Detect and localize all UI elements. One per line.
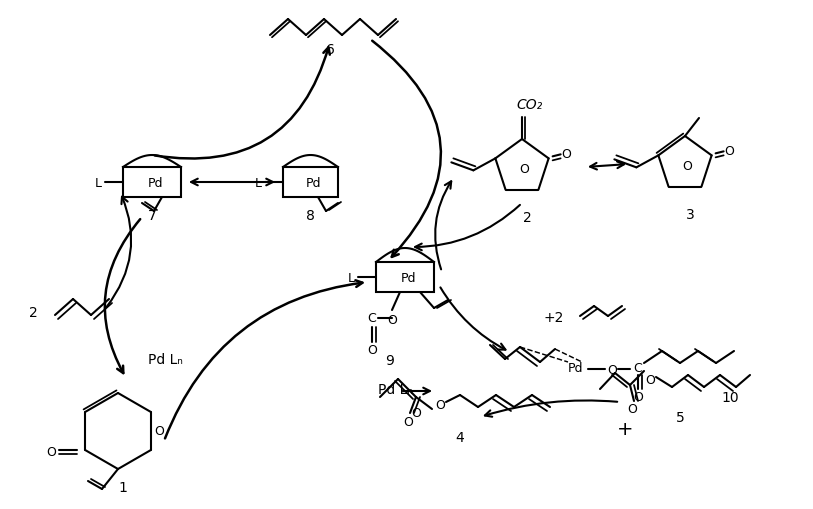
Text: 6: 6	[325, 43, 334, 57]
Text: 4: 4	[455, 430, 464, 444]
Text: 9: 9	[385, 353, 394, 367]
Text: 10: 10	[721, 390, 739, 404]
Bar	[283, 167, 338, 197]
Text: O: O	[154, 425, 164, 438]
Text: Pd: Pd	[305, 176, 321, 189]
Text: 1: 1	[119, 480, 128, 494]
Bar	[123, 167, 181, 197]
Text: 5: 5	[676, 410, 685, 424]
Bar	[376, 263, 434, 293]
Text: O: O	[682, 159, 692, 173]
Text: Pd Lₙ: Pd Lₙ	[148, 352, 182, 366]
Text: L: L	[94, 176, 102, 189]
Text: O: O	[403, 416, 413, 429]
Text: L: L	[347, 271, 354, 284]
Text: O: O	[411, 407, 421, 420]
Text: O: O	[633, 391, 643, 404]
Text: O: O	[435, 399, 445, 412]
Text: O: O	[607, 363, 617, 376]
Text: C: C	[367, 312, 376, 325]
Text: Pd Lₙ: Pd Lₙ	[377, 382, 412, 396]
Text: 2: 2	[28, 305, 37, 319]
Text: 8: 8	[306, 209, 315, 222]
Text: O: O	[46, 445, 56, 459]
Text: CO₂: CO₂	[517, 98, 543, 112]
Text: 3: 3	[685, 208, 694, 221]
Text: 2: 2	[523, 211, 532, 224]
Text: 7: 7	[148, 209, 156, 222]
Text: O: O	[519, 162, 529, 176]
Text: +2: +2	[544, 310, 564, 324]
Text: O: O	[367, 344, 377, 357]
Text: O: O	[645, 373, 655, 386]
Text: O: O	[627, 403, 637, 416]
Text: O: O	[387, 313, 397, 326]
Text: +: +	[617, 420, 633, 439]
Text: O: O	[562, 148, 572, 160]
Text: Pd: Pd	[400, 271, 415, 284]
Text: Pd: Pd	[147, 176, 163, 189]
Text: L: L	[254, 176, 262, 189]
Text: C: C	[633, 361, 642, 374]
Text: Pd: Pd	[567, 361, 583, 374]
Text: O: O	[724, 145, 735, 158]
